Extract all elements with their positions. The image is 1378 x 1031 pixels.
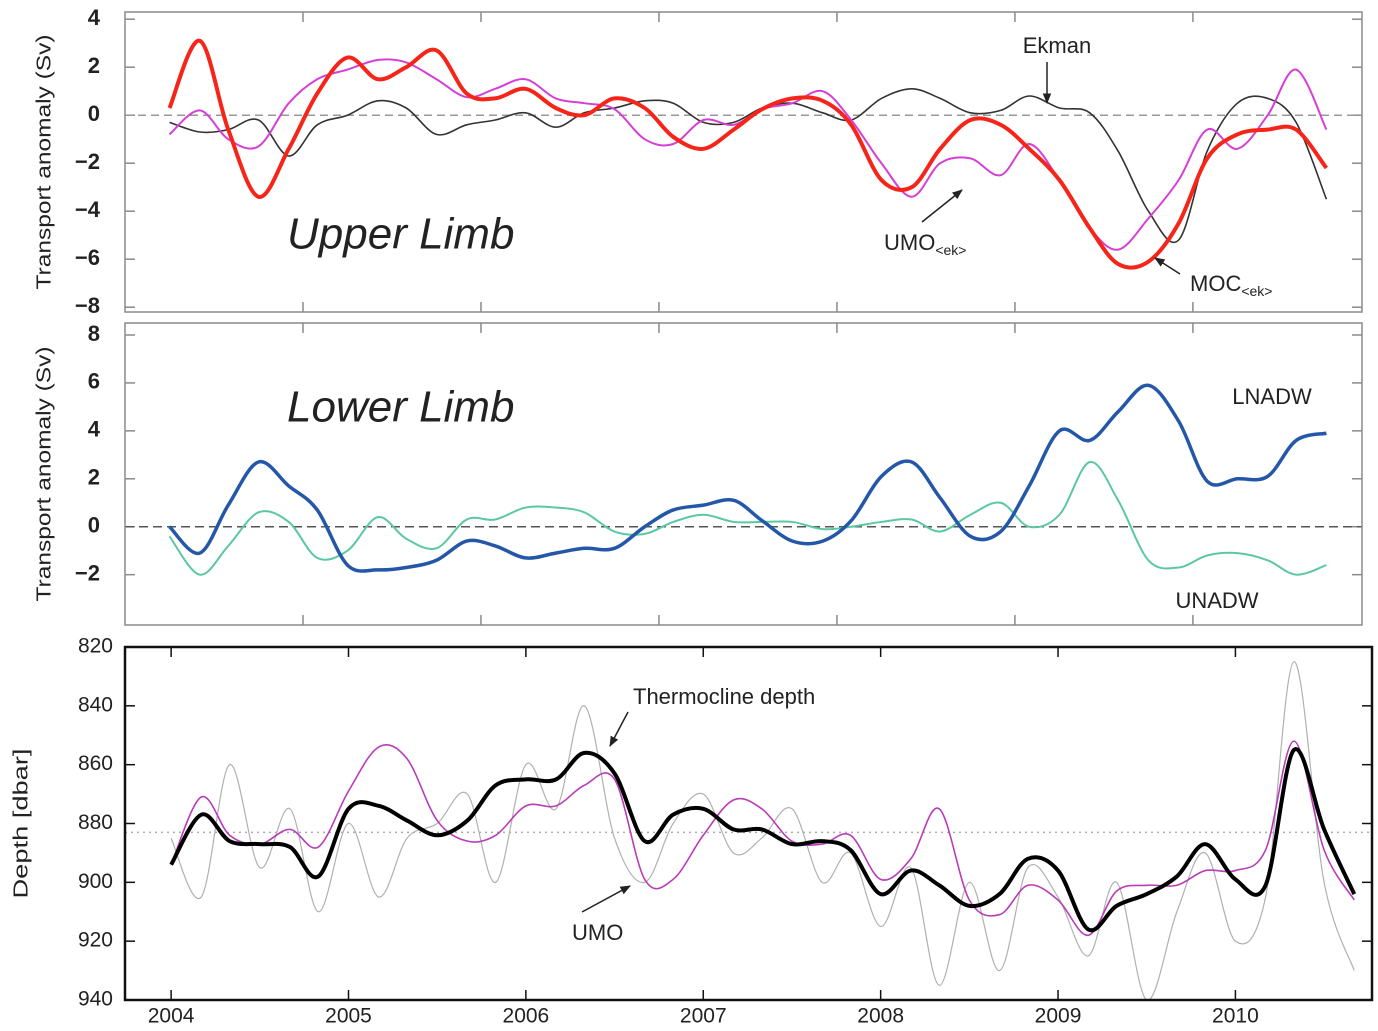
annotation-arrow <box>609 711 629 747</box>
x-tick-label: 2009 <box>1035 1005 1082 1028</box>
y-tick-label: −4 <box>75 197 101 222</box>
y-tick-label: −2 <box>75 149 100 174</box>
y-tick-label: 940 <box>78 988 113 1011</box>
panel: 820 840 860 880 900 920 940 2004 2005 2006 2007 200… <box>10 635 1374 1028</box>
plot-frame <box>124 11 1363 313</box>
x-tick-label: 2008 <box>857 1005 904 1028</box>
series-subscript: <ek> <box>935 242 966 258</box>
y-tick-label: 920 <box>78 929 113 952</box>
series-name: UMO <box>572 920 623 945</box>
y-tick-label: 4 <box>88 417 101 442</box>
series-line <box>169 747 1357 933</box>
panel-label: Lower Limb <box>287 383 514 432</box>
y-tick-label: 4 <box>88 5 101 30</box>
y-tick-label: −6 <box>75 245 100 270</box>
panel: 8 6 4 2 0 −2 Transport anomaly (Sv) Lower Limb L… <box>33 321 1363 626</box>
series-line <box>170 740 1355 937</box>
x-tick-label: 2006 <box>503 1005 550 1028</box>
series-label: UNADW <box>1175 588 1258 613</box>
series-line <box>168 383 1327 573</box>
panel: 4 2 0 −2 −4 −6 −8 Transport anomaly (Sv) Upper L… <box>33 5 1363 318</box>
y-tick-label: 2 <box>88 53 100 78</box>
annotation-arrow <box>921 189 963 223</box>
series-label: UMO<ek> <box>884 230 966 258</box>
series-name: UMO <box>884 230 935 255</box>
y-axis-label: Transport anomaly (Sv) <box>33 34 55 289</box>
annotation-arrow <box>1154 257 1181 275</box>
x-tick-label: 2010 <box>1212 1005 1259 1028</box>
series-label: Ekman <box>1023 33 1091 58</box>
series-name: MOC <box>1190 271 1241 296</box>
y-tick-label: 6 <box>88 369 100 394</box>
series-label: LNADW <box>1232 384 1312 409</box>
series-label: MOC<ek> <box>1190 271 1272 299</box>
plot-frame <box>124 322 1363 626</box>
series-name: LNADW <box>1232 384 1312 409</box>
y-tick-label: 880 <box>78 811 113 834</box>
x-tick-label: 2005 <box>325 1005 372 1028</box>
series-line <box>170 661 1355 1000</box>
plot-frame <box>123 645 1374 1002</box>
y-tick-label: 0 <box>88 101 100 126</box>
series-name: Ekman <box>1023 33 1091 58</box>
y-axis-label: Depth [dbar] <box>10 749 32 899</box>
y-tick-label: 840 <box>78 693 113 716</box>
series-line <box>168 461 1327 576</box>
y-tick-label: 2 <box>88 465 100 490</box>
series-label: Thermocline depth <box>633 684 815 709</box>
y-tick-label: 860 <box>78 752 113 775</box>
series-label: UMO <box>572 920 623 945</box>
series-line <box>167 38 1329 270</box>
y-tick-label: 0 <box>88 513 100 538</box>
y-tick-label: 820 <box>78 635 113 658</box>
panel-label: Upper Limb <box>287 210 514 259</box>
y-axis-label: Transport anomaly (Sv) <box>33 347 55 602</box>
x-tick-label: 2007 <box>680 1005 727 1028</box>
y-tick-label: 8 <box>88 321 100 346</box>
x-tick-label: 2004 <box>148 1005 195 1028</box>
y-tick-label: −2 <box>75 560 100 585</box>
series-subscript: <ek> <box>1241 283 1272 299</box>
y-tick-label: −8 <box>75 293 100 318</box>
y-tick-label: 900 <box>78 870 113 893</box>
annotation-arrow <box>581 885 631 913</box>
series-name: UNADW <box>1175 588 1258 613</box>
series-name: Thermocline depth <box>633 684 815 709</box>
